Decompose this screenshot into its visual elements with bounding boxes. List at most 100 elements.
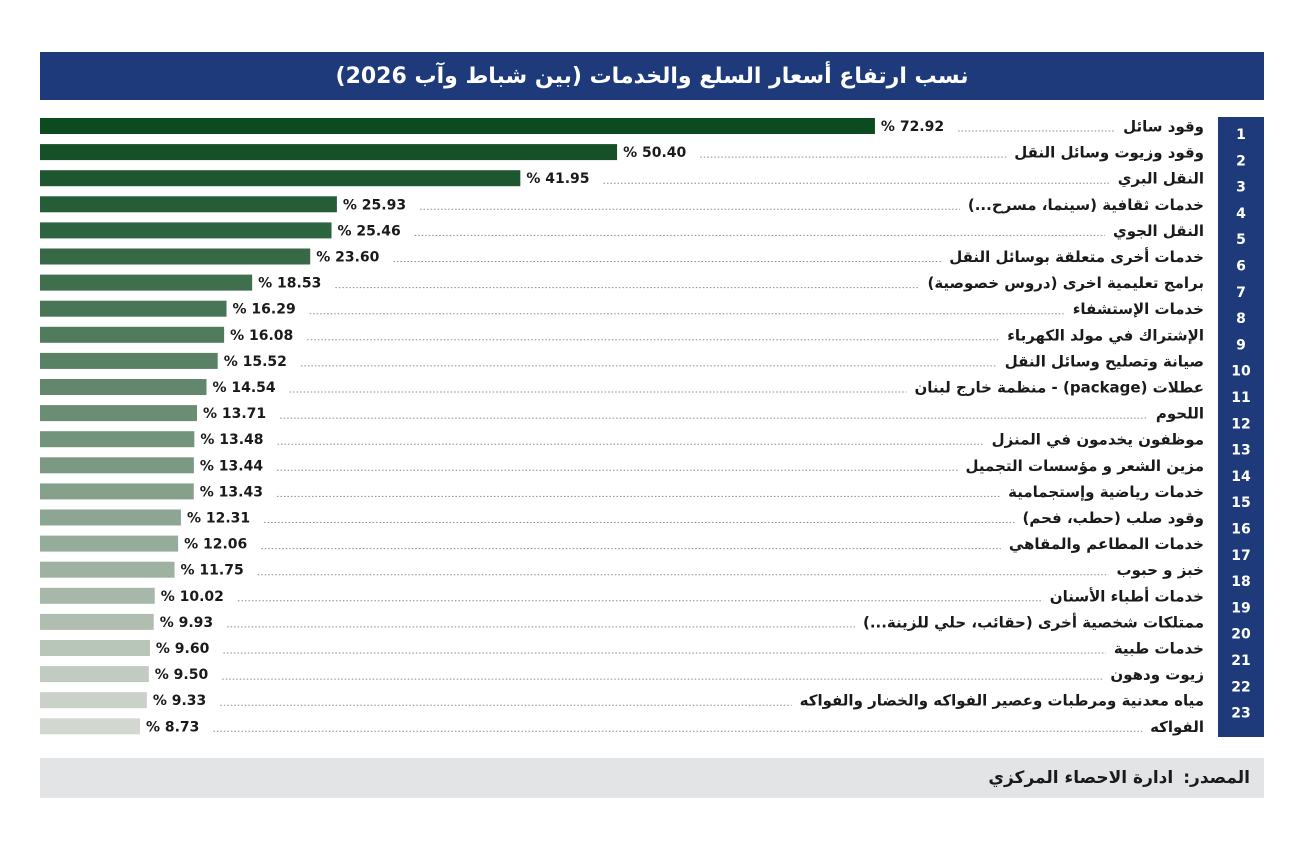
category-label: وقود صلب (حطب، فحم) bbox=[1022, 509, 1204, 527]
category-label: وقود وزيوت وسائل النقل bbox=[1014, 144, 1204, 162]
bar bbox=[40, 170, 521, 187]
category-label: خدمات طبية bbox=[1114, 640, 1204, 658]
bar-value-label: % 9.60 bbox=[156, 641, 210, 657]
bar-value-label: % 15.52 bbox=[224, 354, 287, 370]
bar bbox=[40, 640, 150, 656]
rank-number: 22 bbox=[1231, 679, 1250, 695]
bar bbox=[40, 144, 618, 161]
category-label: خدمات المطاعم والمقاهي bbox=[1009, 535, 1204, 553]
category-label: خدمات أخرى متعلقة بوسائل النقل bbox=[949, 247, 1204, 266]
rank-number: 2 bbox=[1236, 153, 1246, 169]
rank-number: 4 bbox=[1236, 206, 1246, 222]
rank-number: 11 bbox=[1231, 390, 1250, 406]
bar-value-label: % 18.53 bbox=[258, 276, 321, 292]
rank-number: 3 bbox=[1236, 180, 1246, 196]
rank-number: 19 bbox=[1231, 600, 1250, 616]
rank-number: 21 bbox=[1231, 653, 1250, 669]
category-label: مزين الشعر و مؤسسات التجميل bbox=[966, 457, 1204, 475]
rank-number: 18 bbox=[1231, 574, 1250, 590]
rank-number: 1 bbox=[1236, 127, 1246, 143]
rank-number: 12 bbox=[1231, 416, 1250, 432]
chart-title-bar: نسب ارتفاع أسعار السلع والخدمات (بين شبا… bbox=[40, 52, 1264, 100]
bar bbox=[40, 352, 218, 369]
rank-column bbox=[1218, 117, 1264, 737]
category-label: النقل الجوي bbox=[1113, 222, 1204, 241]
bar-value-label: % 16.29 bbox=[233, 302, 296, 318]
bar bbox=[40, 222, 332, 239]
rank-number: 20 bbox=[1231, 627, 1251, 643]
bar bbox=[40, 326, 225, 343]
bar bbox=[40, 535, 179, 552]
bar-value-label: % 9.93 bbox=[160, 615, 213, 631]
category-label: خبز و حبوب bbox=[1117, 561, 1204, 579]
rank-number: 14 bbox=[1231, 469, 1251, 485]
category-label: النقل البري bbox=[1118, 170, 1204, 189]
bar-value-label: % 13.48 bbox=[200, 432, 263, 448]
bar-value-label: % 11.75 bbox=[181, 563, 244, 579]
bar bbox=[40, 274, 253, 291]
category-label: الإشتراك في مولد الكهرباء bbox=[1007, 326, 1204, 344]
bar-value-label: % 12.31 bbox=[187, 511, 250, 527]
rank-number: 17 bbox=[1231, 548, 1250, 564]
bar-value-label: % 13.71 bbox=[203, 406, 266, 422]
rank-number: 7 bbox=[1236, 285, 1246, 301]
bar bbox=[40, 379, 207, 395]
source-text: المصدر: ادارة الاحصاء المركزي bbox=[978, 768, 1264, 788]
rank-number: 9 bbox=[1236, 337, 1246, 353]
rank-number: 5 bbox=[1236, 232, 1246, 248]
category-label: خدمات أطباء الأسنان bbox=[1050, 586, 1204, 605]
bar-value-label: % 13.43 bbox=[200, 484, 263, 500]
category-label: موظفون يخدمون في المنزل bbox=[992, 431, 1204, 449]
bar bbox=[40, 118, 875, 134]
bar-value-label: % 25.46 bbox=[338, 223, 401, 239]
bar bbox=[40, 587, 155, 604]
rank-number: 23 bbox=[1231, 706, 1250, 722]
bar-value-label: % 9.33 bbox=[153, 693, 206, 709]
bar bbox=[40, 196, 337, 213]
source-value: ادارة الاحصاء المركزي bbox=[988, 768, 1174, 788]
bar bbox=[40, 483, 194, 500]
category-label: خدمات الإستشفاء bbox=[1073, 300, 1204, 318]
bar-value-label: % 9.50 bbox=[155, 667, 209, 683]
bar-value-label: % 25.93 bbox=[343, 197, 406, 213]
bar-value-label: % 10.02 bbox=[161, 589, 224, 605]
rank-number: 8 bbox=[1236, 311, 1246, 327]
category-label: عطلات (package) - منظمة خارج لبنان bbox=[914, 379, 1204, 397]
category-label: ممتلكات شخصية أخرى (حقائب، حلي للزينة...… bbox=[863, 612, 1204, 631]
bar-value-label: % 14.54 bbox=[212, 380, 275, 396]
bar bbox=[40, 457, 194, 474]
bar-value-label: % 12.06 bbox=[184, 537, 247, 553]
category-label: وقود سائل bbox=[1123, 118, 1204, 136]
bar bbox=[40, 613, 154, 630]
bar bbox=[40, 692, 147, 709]
bar-value-label: % 23.60 bbox=[316, 250, 379, 266]
category-label: صيانة وتصليح وسائل النقل bbox=[1005, 352, 1204, 370]
rank-number: 13 bbox=[1231, 443, 1250, 459]
bar-value-label: % 72.92 bbox=[881, 119, 944, 135]
bar-value-label: % 41.95 bbox=[526, 171, 589, 187]
bar-value-label: % 16.08 bbox=[230, 328, 293, 344]
bar bbox=[40, 405, 197, 422]
chart-title: نسب ارتفاع أسعار السلع والخدمات (بين شبا… bbox=[335, 63, 969, 89]
category-label: زيوت ودهون bbox=[1110, 666, 1204, 684]
rank-number: 10 bbox=[1231, 364, 1251, 380]
source-label: المصدر: bbox=[1183, 768, 1250, 788]
category-label: الفواكه bbox=[1150, 718, 1204, 736]
rank-number: 6 bbox=[1236, 259, 1246, 275]
category-label: خدمات ثقافية (سينما، مسرح...) bbox=[968, 196, 1204, 214]
rank-number: 15 bbox=[1231, 495, 1250, 511]
bar bbox=[40, 666, 149, 683]
bar bbox=[40, 300, 227, 317]
category-label: اللحوم bbox=[1156, 405, 1204, 423]
bar-value-label: % 8.73 bbox=[146, 719, 199, 735]
source-bar: المصدر: ادارة الاحصاء المركزي bbox=[40, 758, 1264, 798]
category-label: مياه معدنية ومرطبات وعصير الفواكه والخضا… bbox=[800, 692, 1204, 710]
bar bbox=[40, 431, 195, 448]
bar-value-label: % 13.44 bbox=[200, 458, 263, 474]
bar bbox=[40, 509, 181, 526]
bar-value-label: % 50.40 bbox=[623, 145, 686, 161]
rank-number: 16 bbox=[1231, 522, 1250, 538]
bar bbox=[40, 718, 140, 735]
